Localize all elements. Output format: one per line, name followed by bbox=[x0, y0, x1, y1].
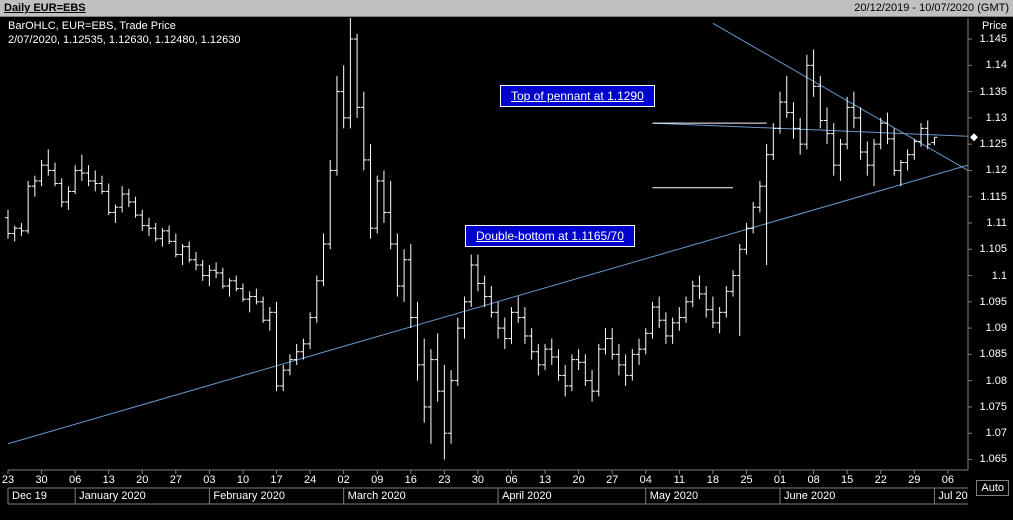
y-tick-label: 1.08 bbox=[986, 375, 1007, 387]
x-tick-month: Dec 19 bbox=[12, 490, 47, 502]
x-tick-day: 20 bbox=[573, 474, 585, 486]
x-tick-day: 03 bbox=[203, 474, 215, 486]
x-tick-day: 11 bbox=[674, 474, 685, 486]
x-tick-month: May 2020 bbox=[650, 490, 698, 502]
x-tick-day: 10 bbox=[237, 474, 249, 486]
y-tick-label: 1.065 bbox=[979, 453, 1007, 465]
x-tick-day: 27 bbox=[170, 474, 182, 486]
x-tick-day: 01 bbox=[774, 474, 786, 486]
x-tick-month: June 2020 bbox=[784, 490, 835, 502]
y-tick-label: 1.105 bbox=[979, 243, 1007, 255]
x-tick-day: 23 bbox=[2, 474, 14, 486]
y-tick-label: 1.075 bbox=[979, 401, 1007, 413]
x-tick-day: 24 bbox=[304, 474, 316, 486]
x-tick-day: 25 bbox=[740, 474, 752, 486]
auto-scale-button[interactable]: Auto bbox=[976, 480, 1009, 496]
x-tick-day: 09 bbox=[371, 474, 383, 486]
y-tick-label: 1.095 bbox=[979, 296, 1007, 308]
y-tick-label: 1.14 bbox=[986, 59, 1007, 71]
x-tick-day: 02 bbox=[338, 474, 350, 486]
x-tick-day: 30 bbox=[472, 474, 484, 486]
y-tick-label: 1.085 bbox=[979, 348, 1007, 360]
y-tick-label: 1.1 bbox=[992, 270, 1007, 282]
x-tick-day: 20 bbox=[136, 474, 148, 486]
x-tick-day: 23 bbox=[438, 474, 450, 486]
x-tick-day: 16 bbox=[405, 474, 417, 486]
x-tick-day: 13 bbox=[539, 474, 551, 486]
x-tick-day: 06 bbox=[505, 474, 517, 486]
x-tick-day: 27 bbox=[606, 474, 618, 486]
y-tick-label: 1.135 bbox=[979, 86, 1007, 98]
x-tick-day: 22 bbox=[875, 474, 887, 486]
y-tick-label: 1.11 bbox=[986, 217, 1007, 229]
chart-svg bbox=[0, 0, 1013, 520]
x-tick-day: 04 bbox=[640, 474, 652, 486]
x-tick-day: 18 bbox=[707, 474, 719, 486]
x-tick-day: 17 bbox=[270, 474, 282, 486]
x-tick-month: April 2020 bbox=[502, 490, 552, 502]
y-tick-label: 1.125 bbox=[979, 138, 1007, 150]
x-tick-day: 13 bbox=[103, 474, 115, 486]
y-tick-label: 1.12 bbox=[986, 164, 1007, 176]
x-tick-day: 30 bbox=[35, 474, 47, 486]
y-tick-label: 1.13 bbox=[986, 112, 1007, 124]
x-tick-month: Jul 20 bbox=[938, 490, 967, 502]
x-tick-day: 29 bbox=[908, 474, 920, 486]
annotation-pennant[interactable]: Top of pennant at 1.1290 bbox=[500, 85, 655, 107]
chart-container: Daily EUR=EBS 20/12/2019 - 10/07/2020 (G… bbox=[0, 0, 1013, 520]
x-tick-day: 06 bbox=[942, 474, 954, 486]
x-tick-month: February 2020 bbox=[213, 490, 285, 502]
annotation-double-bottom[interactable]: Double-bottom at 1.1165/70 bbox=[465, 225, 635, 247]
x-tick-day: 08 bbox=[807, 474, 819, 486]
y-tick-label: 1.115 bbox=[980, 191, 1007, 203]
x-tick-month: March 2020 bbox=[348, 490, 406, 502]
x-tick-day: 15 bbox=[841, 474, 853, 486]
y-tick-label: 1.09 bbox=[986, 322, 1007, 334]
x-tick-day: 06 bbox=[69, 474, 81, 486]
x-tick-month: January 2020 bbox=[79, 490, 146, 502]
y-tick-label: 1.145 bbox=[979, 33, 1007, 45]
y-tick-label: 1.07 bbox=[986, 427, 1007, 439]
